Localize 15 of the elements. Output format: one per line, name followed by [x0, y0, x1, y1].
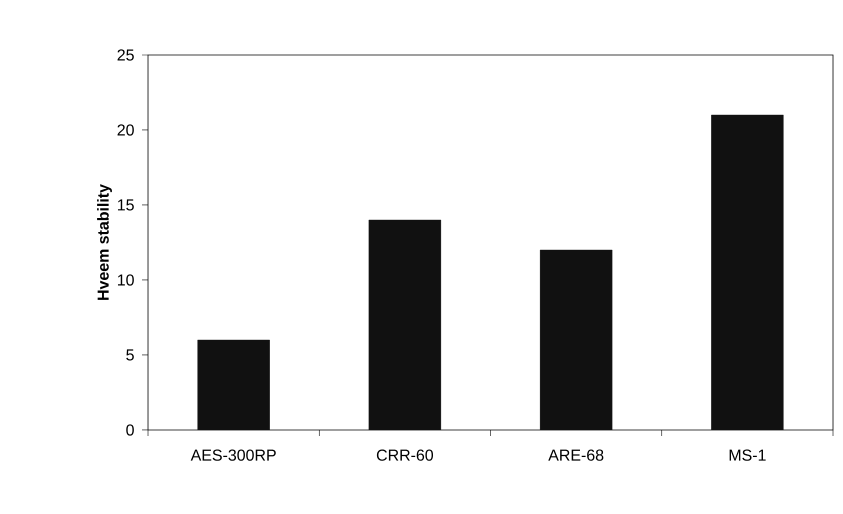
- bar: [197, 340, 270, 430]
- bar: [368, 220, 442, 430]
- y-tick-label: 15: [118, 199, 134, 211]
- bar: [540, 250, 612, 430]
- x-tick-label: MS-1: [730, 450, 766, 461]
- x-tick-label: AES-300RP: [190, 450, 276, 461]
- x-tick-label: CRR-60: [376, 450, 434, 461]
- y-axis-title: Hveem stability: [97, 184, 112, 300]
- y-tick-label: 25: [118, 49, 134, 61]
- y-tick-label: 0: [126, 424, 134, 436]
- y-tick-label: 20: [118, 124, 134, 136]
- x-tick-label: ARE-68: [548, 450, 604, 461]
- y-tick-label: 10: [118, 274, 134, 286]
- bar: [711, 114, 784, 430]
- y-tick-label: 5: [126, 349, 134, 361]
